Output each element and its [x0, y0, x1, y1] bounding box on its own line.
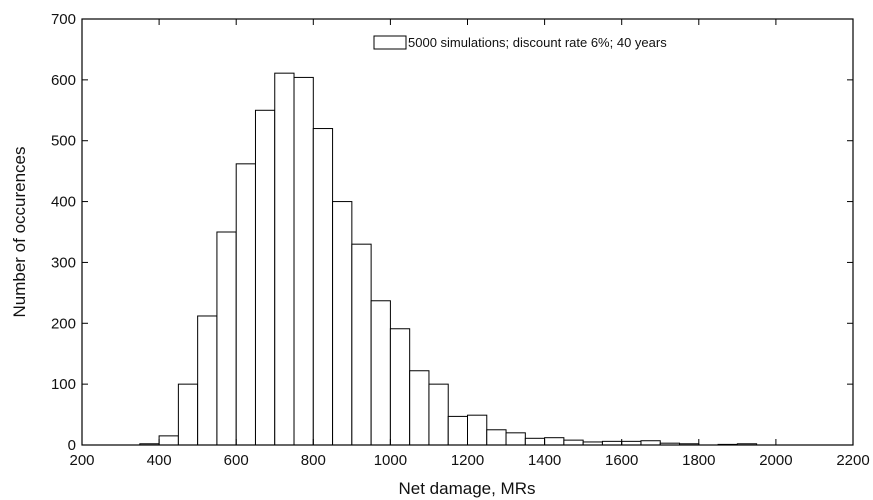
y-tick-label: 600 — [51, 72, 76, 89]
histogram-bar — [254, 109, 276, 446]
x-tick-label: 2200 — [836, 452, 869, 469]
histogram-bar — [312, 128, 334, 446]
histogram-bar — [447, 415, 469, 446]
x-tick-label: 400 — [147, 452, 172, 469]
histogram-bar — [524, 437, 546, 446]
x-tick-label: 800 — [301, 452, 326, 469]
histogram-bar — [640, 440, 661, 446]
bars-group — [139, 72, 758, 446]
x-axis-label: Net damage, MRs — [399, 479, 536, 498]
y-axis-label: Number of occurences — [10, 146, 29, 317]
x-tick-label: 1200 — [451, 452, 484, 469]
histogram-bar — [216, 231, 237, 446]
histogram-bar — [389, 328, 411, 446]
histogram-bar — [505, 432, 526, 446]
histogram-bar — [370, 300, 391, 446]
y-tick-label: 300 — [51, 254, 76, 271]
x-tick-label: 2000 — [759, 452, 792, 469]
legend-swatch — [373, 35, 407, 50]
y-tick-label: 0 — [68, 437, 76, 454]
histogram-bar — [293, 76, 314, 446]
x-tick-label: 600 — [224, 452, 249, 469]
y-tick-label: 100 — [51, 376, 76, 393]
x-tick-label: 1800 — [682, 452, 715, 469]
histogram-bar — [332, 201, 353, 446]
y-tick-label: 700 — [51, 11, 76, 28]
x-tick-label: 1400 — [528, 452, 561, 469]
histogram-bar — [274, 72, 295, 446]
histogram-bar — [177, 383, 199, 446]
y-axis-ticks: 0 100 200 300 400 500 600 700 — [51, 11, 853, 454]
legend-entry: 5000 simulations; discount rate 6%; 40 y… — [408, 35, 667, 50]
legend: 5000 simulations; discount rate 6%; 40 y… — [373, 35, 667, 50]
y-tick-label: 400 — [51, 194, 76, 211]
histogram-bar — [351, 243, 372, 446]
histogram-bar — [544, 437, 565, 446]
x-tick-label: 1000 — [374, 452, 407, 469]
histogram-bar — [486, 429, 507, 446]
histogram-bar — [467, 414, 488, 446]
histogram-bar — [235, 163, 256, 446]
histogram-bar — [428, 383, 449, 446]
y-tick-label: 500 — [51, 133, 76, 150]
x-tick-label: 200 — [69, 452, 94, 469]
histogram-bar — [563, 439, 584, 446]
plot-frame — [81, 18, 854, 446]
x-axis-ticks: 200 400 600 800 1000 1200 1400 1600 1800 2000 2200 — [69, 19, 870, 469]
histogram-bar — [158, 435, 179, 446]
histogram-bar — [197, 315, 218, 446]
y-tick-label: 200 — [51, 315, 76, 332]
x-tick-label: 1600 — [605, 452, 638, 469]
histogram-bar — [409, 370, 430, 446]
